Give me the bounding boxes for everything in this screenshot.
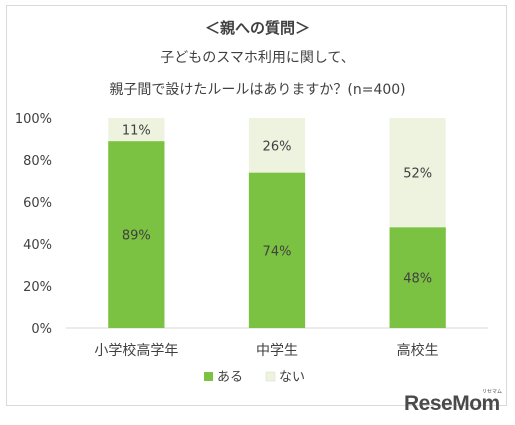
data-label: 48% [403, 272, 432, 287]
bar-segment-aru [108, 141, 165, 328]
data-label: 74% [263, 244, 292, 259]
bar-segment-nai [389, 118, 446, 228]
data-label: 52% [403, 167, 432, 182]
bar-segment-nai [248, 118, 306, 173]
y-tick-label: 60% [23, 196, 52, 211]
y-tick-label: 20% [23, 280, 52, 295]
bar-segment-aru [248, 172, 306, 328]
resemom-logo-kana: リセマム [482, 389, 503, 395]
y-tick-label: 100% [15, 112, 52, 127]
y-tick-label: 0% [31, 322, 52, 337]
x-tick-label: 中学生 [256, 343, 298, 359]
chart-subtitle-line-2: 親子間で設けたルールはありますか？(n=400) [109, 82, 406, 98]
y-tick-label: 80% [23, 154, 52, 169]
data-label: 89% [122, 229, 151, 244]
legend-swatch [204, 372, 213, 381]
bar-segment-nai [108, 118, 165, 142]
chart-subtitle-line-1: 子どものスマホ利用に関して、 [160, 50, 355, 66]
chart-title: ＜親への質問＞ [204, 19, 310, 37]
legend-label: ある [217, 370, 243, 385]
bar-segment-aru [389, 227, 446, 328]
data-label: 11% [122, 124, 151, 139]
resemom-logo: ReseMom [404, 392, 500, 415]
data-label: 26% [263, 139, 292, 154]
y-tick-label: 40% [23, 238, 52, 253]
legend-swatch [265, 371, 276, 382]
x-tick-label: 小学校高学年 [94, 342, 178, 359]
legend-label: ない [279, 370, 305, 385]
x-tick-label: 高校生 [397, 342, 439, 359]
